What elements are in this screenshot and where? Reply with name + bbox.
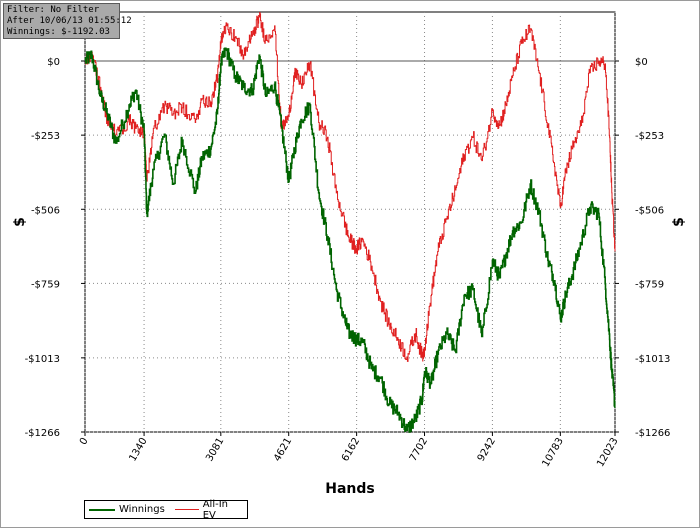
y-tick-label: -$506 (31, 205, 60, 216)
x-axis-title: Hands (325, 481, 375, 497)
legend: Winnings All-In EV (84, 498, 248, 521)
x-tick-label: 6162 (340, 436, 362, 464)
x-tick-label: 4621 (272, 436, 294, 464)
legend-swatch-winnings (89, 508, 115, 511)
y-tick-label: -$1013 (25, 354, 60, 365)
legend-label-winnings: Winnings (119, 504, 165, 515)
series-layer (84, 12, 616, 433)
x-tick-label: 0 (78, 436, 91, 447)
y-tick-label-right: -$1013 (635, 354, 670, 365)
y-tick-label: $0 (47, 57, 60, 68)
x-tick-labels: 0 1340 3081 4621 6162 7702 9242 10783 12023 (78, 436, 621, 469)
y-tick-label-right: -$253 (635, 131, 664, 142)
y-tick-label-right: $0 (635, 57, 648, 68)
x-tick-label: 10783 (541, 436, 566, 469)
y-tick-label-right: -$1266 (635, 428, 670, 439)
series-line-winnings (84, 47, 616, 433)
x-tick-label: 1340 (127, 436, 149, 464)
legend-item-allin-ev: All-In EV (174, 498, 241, 521)
legend-label-allin-ev: All-In EV (202, 498, 228, 521)
y-tick-labels-right: $0 -$253 -$506 -$759 -$1013 -$1266 (635, 57, 670, 439)
plot-area (84, 11, 616, 433)
y-tick-label: -$253 (31, 131, 60, 142)
legend-swatch-allin-ev (174, 509, 199, 510)
x-tick-label: 3081 (204, 436, 226, 464)
y-tick-label: -$759 (31, 279, 60, 290)
y-axis-title-right: $ (671, 217, 687, 227)
x-tick-label: 9242 (476, 436, 498, 464)
filter-info-box: Filter: No Filter After 10/06/13 01:55:1… (3, 3, 132, 39)
y-tick-labels-left: $0 -$253 -$506 -$759 -$1013 -$1266 (25, 57, 60, 439)
legend-item-winnings: Winnings (89, 504, 165, 515)
filter-text: Filter: No Filter (7, 5, 100, 15)
y-axis-title-left: $ (12, 217, 28, 227)
after-date-text: After 10/06/13 01:55:12 (7, 16, 132, 26)
grid-lines (81, 12, 619, 436)
y-tick-label: -$1266 (25, 428, 60, 439)
series-line-allin-ev (84, 12, 616, 362)
x-tick-label: 12023 (595, 436, 620, 469)
winnings-total-text: Winnings: $-1192.03 (7, 27, 110, 37)
y-tick-label-right: -$759 (635, 279, 664, 290)
x-tick-label: 7702 (408, 436, 430, 464)
y-tick-label-right: -$506 (635, 205, 664, 216)
